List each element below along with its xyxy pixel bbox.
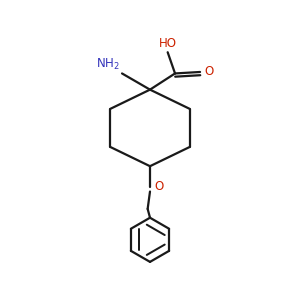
Text: HO: HO: [159, 37, 177, 50]
Text: O: O: [155, 180, 164, 193]
Text: O: O: [204, 65, 213, 79]
Text: NH$_2$: NH$_2$: [96, 57, 120, 72]
